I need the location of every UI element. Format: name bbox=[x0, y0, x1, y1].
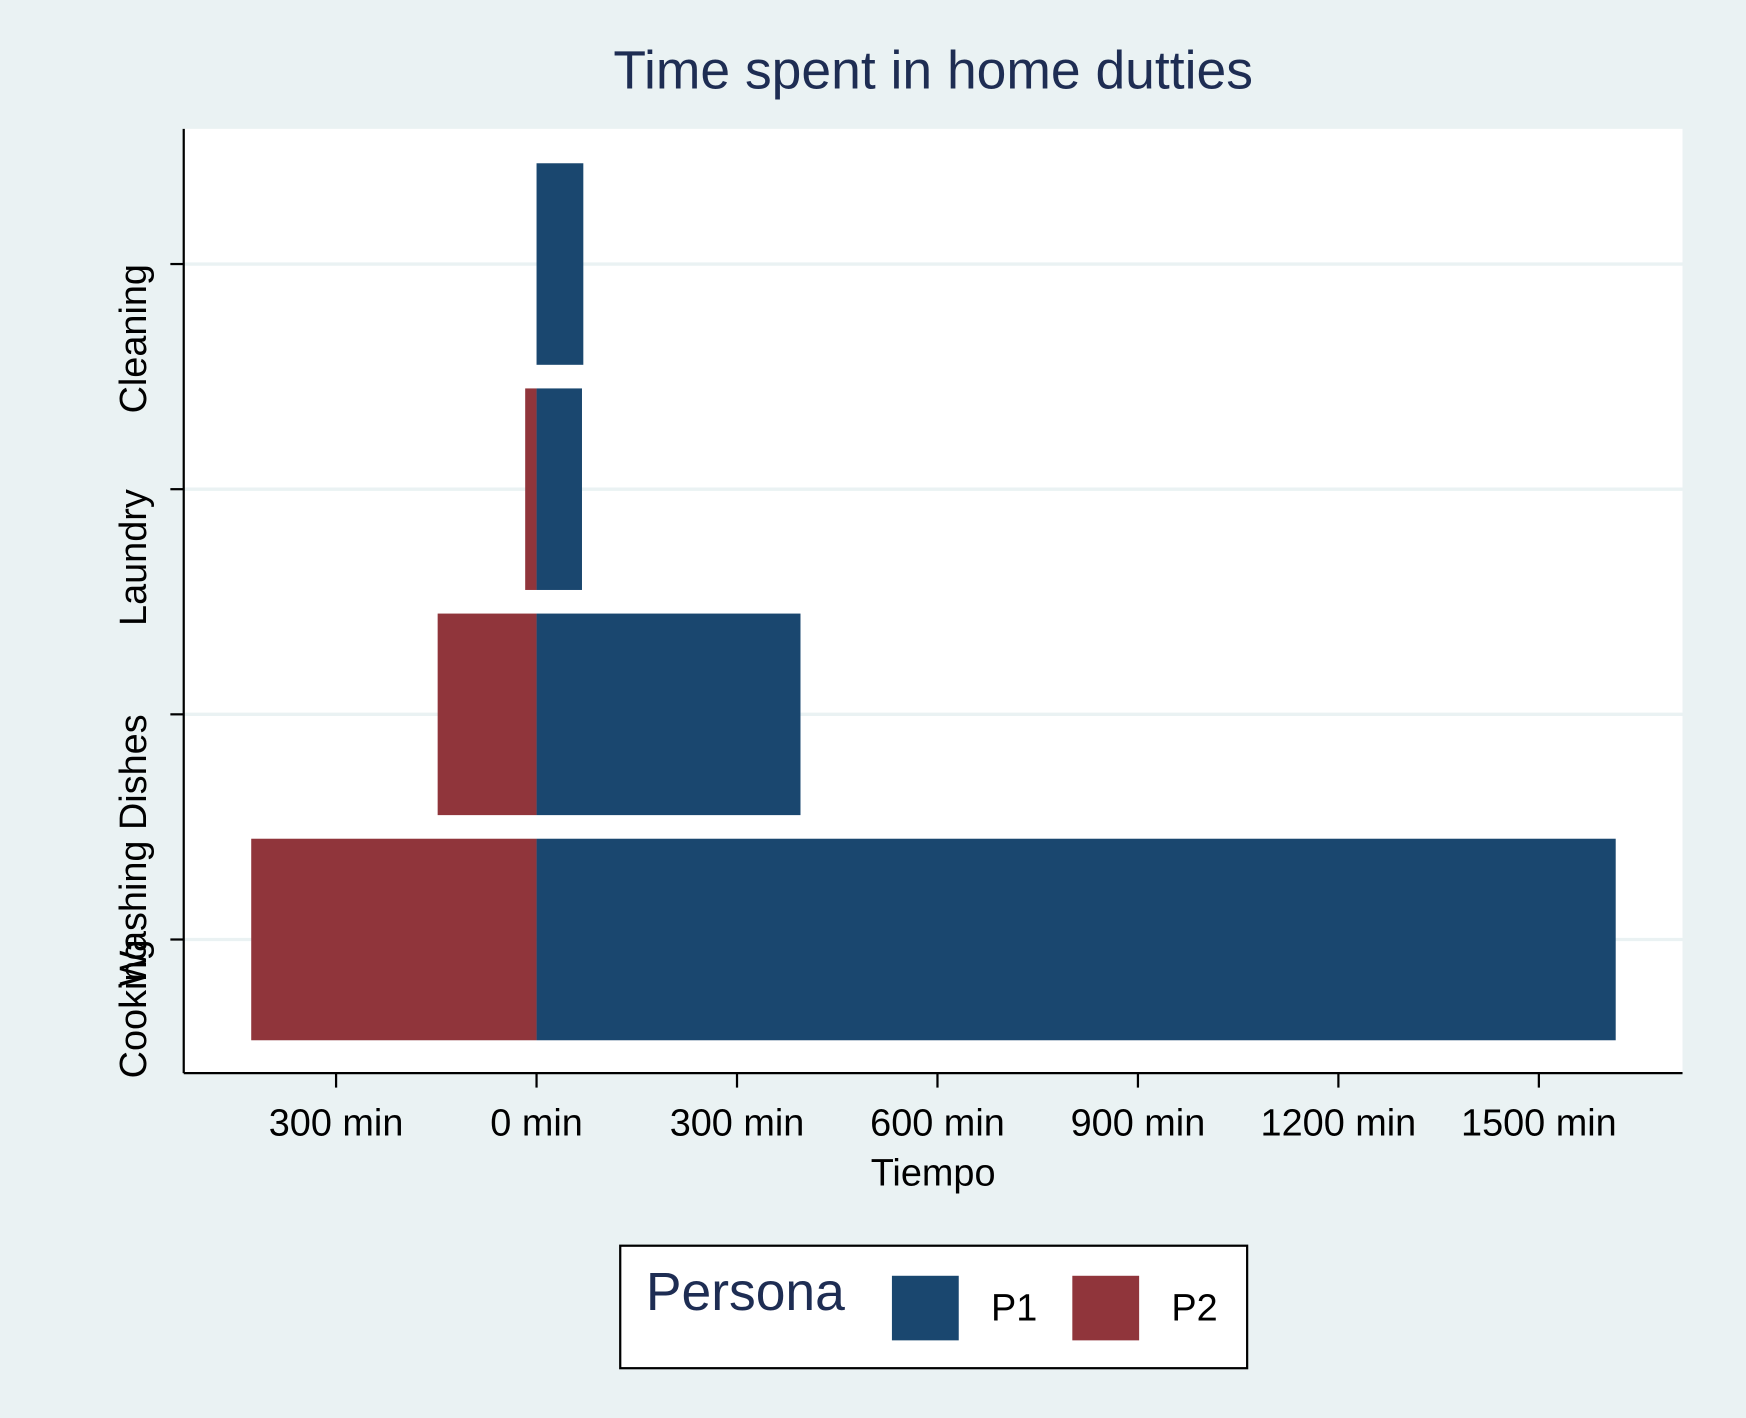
legend-box bbox=[619, 1244, 1249, 1370]
bar bbox=[437, 613, 537, 816]
legend-swatch bbox=[891, 1275, 959, 1341]
legend-swatch bbox=[1072, 1275, 1140, 1341]
x-tick-label: 600 min bbox=[870, 1102, 1005, 1144]
bar bbox=[536, 838, 1616, 1041]
y-tick-label: Laundry bbox=[113, 489, 155, 626]
y-tick-label: Cooking bbox=[113, 939, 155, 1078]
y-tick-label: Cleaning bbox=[113, 264, 155, 413]
x-axis-label: Tiempo bbox=[871, 1153, 996, 1195]
bar bbox=[536, 388, 582, 590]
x-tick-label: 300 min bbox=[269, 1102, 404, 1144]
legend-label: P2 bbox=[1171, 1287, 1217, 1329]
x-tick-label: 1500 min bbox=[1461, 1102, 1617, 1144]
x-tick-label: 0 min bbox=[490, 1102, 583, 1144]
y-tick-label: Washing Dishes bbox=[113, 714, 155, 986]
bar bbox=[536, 613, 801, 816]
bar bbox=[525, 388, 537, 590]
chart-title: Time spent in home dutties bbox=[613, 41, 1253, 100]
x-tick-label: 1200 min bbox=[1261, 1102, 1417, 1144]
bar bbox=[536, 163, 584, 365]
x-tick-label: 900 min bbox=[1071, 1102, 1206, 1144]
legend-title: Persona bbox=[646, 1263, 845, 1322]
x-tick-label: 300 min bbox=[670, 1102, 805, 1144]
bar bbox=[251, 838, 537, 1041]
legend-label: P1 bbox=[991, 1287, 1037, 1329]
